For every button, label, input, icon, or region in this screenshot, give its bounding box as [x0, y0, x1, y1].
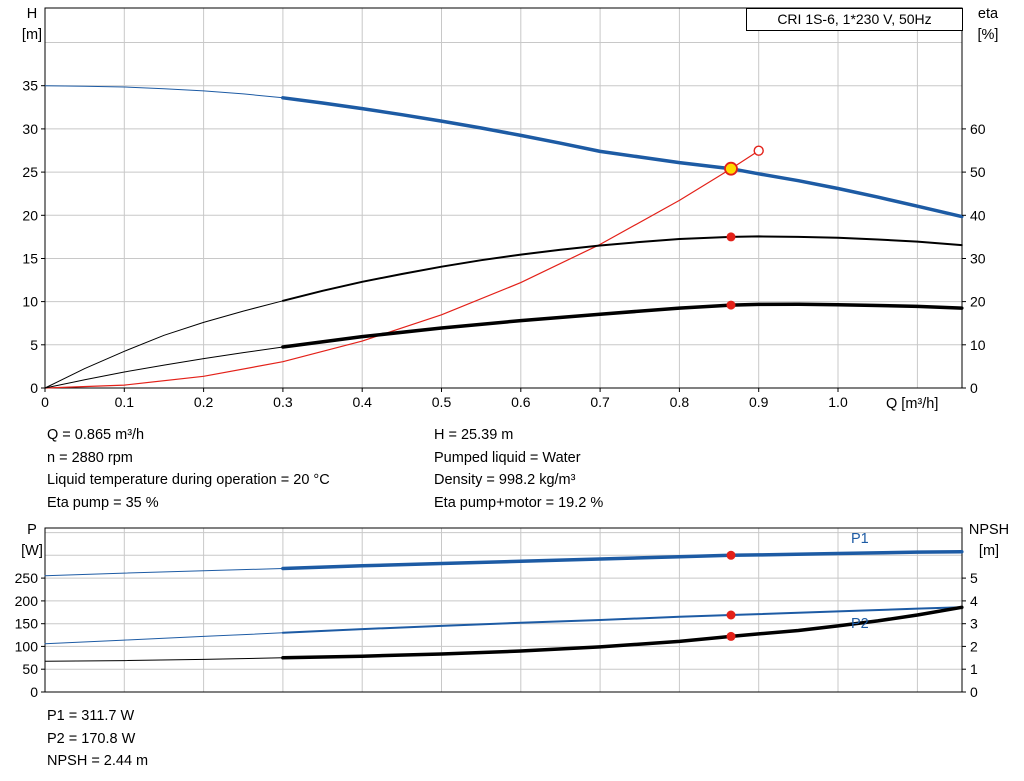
q-axis-title: Q [m³/h]	[886, 396, 939, 412]
series-eta-pump-motor	[281, 302, 964, 349]
tick-label: 50	[22, 661, 38, 677]
tick-label: 30	[970, 251, 986, 267]
tick-label: 20	[970, 294, 986, 310]
tick-label: 15	[22, 251, 38, 267]
tick-label: 1.0	[828, 394, 848, 410]
tick-label: 0	[30, 684, 38, 700]
tick-label: 0.6	[511, 394, 531, 410]
tick-label: 150	[15, 616, 39, 632]
tick-label: 20	[22, 207, 38, 223]
power-info: P1 = 311.7 W P2 = 170.8 W NPSH = 2.44 m	[47, 705, 148, 773]
npsh-axis-title: NPSH [m]	[958, 520, 1020, 562]
marker-system-curve-end	[753, 145, 764, 156]
tick-label: 200	[15, 593, 39, 609]
info-line: P2 = 170.8 W	[47, 730, 136, 747]
tick-label: 4	[970, 593, 978, 609]
info-line: Density = 998.2 kg/m³	[434, 472, 576, 488]
tick-label: 60	[970, 121, 986, 137]
tick-label: 25	[22, 164, 38, 180]
tick-label: 0.9	[749, 394, 769, 410]
info-line: Eta pump+motor = 19.2 %	[434, 494, 604, 511]
eta-axis-label: eta	[977, 6, 999, 22]
p-axis-label: P	[27, 522, 37, 538]
marker-duty-point	[724, 161, 738, 176]
info-line: NPSH = 2.44 m	[47, 753, 149, 769]
chart-1: 0 50 100 150 200 250 0 1 2 3 4 5	[15, 527, 978, 700]
chart-0: 0 5 10 15 20 25 30 35 0 10 20 30 40 50 60 0 0.1 0.2 0.3 0.4…	[22, 7, 986, 410]
duty-info-left: Q = 0.865 m³/h n = 2880 rpm Liquid tempe…	[47, 424, 330, 514]
tick-label: 0.4	[352, 394, 372, 410]
tick-label: 0.7	[590, 394, 610, 410]
tick-label: 0.2	[194, 394, 214, 410]
series-eta-pump-motor-thin	[44, 346, 284, 389]
tick-label: 100	[15, 638, 39, 654]
series-system-curve	[44, 150, 760, 389]
tick-label: 0.3	[273, 394, 293, 410]
info-line: Eta pump = 35 %	[47, 494, 159, 511]
series-pump-curve-thin	[44, 85, 284, 99]
plot-border	[44, 527, 963, 693]
tick-label: 0.1	[115, 394, 135, 410]
tick-label: 10	[970, 337, 986, 353]
p-axis-unit: [W]	[21, 543, 43, 559]
info-line: Q = 0.865 m³/h	[47, 427, 145, 443]
marker-eta-pump-motor-point	[726, 300, 736, 310]
h-axis-title: H [m]	[10, 4, 54, 46]
tick-label: 35	[22, 78, 38, 94]
info-line: H = 25.39 m	[434, 427, 514, 443]
info-line: P1 = 311.7 W	[47, 708, 135, 724]
tick-label: 2	[970, 638, 978, 654]
tick-label: 30	[22, 121, 38, 137]
info-line: n = 2880 rpm	[47, 449, 133, 466]
tick-label: 1	[970, 661, 978, 677]
tick-label: 0	[970, 684, 978, 700]
chart-title-box: CRI 1S-6, 1*230 V, 50Hz	[746, 8, 963, 31]
h-axis-unit: [m]	[21, 27, 43, 43]
tick-label: 0	[30, 380, 38, 396]
tick-label: 5	[970, 570, 978, 586]
marker-eta-pump-point	[726, 232, 736, 242]
series-p2	[281, 606, 963, 634]
duty-info-right: H = 25.39 m Pumped liquid = Water Densit…	[434, 424, 603, 514]
p2-curve-label: P2	[851, 616, 869, 632]
tick-label: 3	[970, 616, 978, 632]
tick-label: 0	[970, 380, 978, 396]
eta-axis-unit: [%]	[977, 27, 999, 43]
series-eta-pump-thin	[44, 300, 284, 389]
h-axis-label: H	[26, 6, 38, 22]
tick-label: 0.5	[432, 394, 452, 410]
marker-p1-point	[726, 550, 736, 560]
npsh-axis-label: NPSH	[968, 522, 1010, 538]
npsh-axis-unit: [m]	[978, 543, 1000, 559]
series-p1	[281, 549, 964, 571]
series-p2-thin	[44, 632, 284, 645]
tick-label: 250	[15, 570, 39, 586]
info-line: Pumped liquid = Water	[434, 449, 581, 466]
tick-label: 0	[41, 394, 49, 410]
marker-p2-point	[726, 610, 736, 620]
tick-label: 10	[22, 294, 38, 310]
p-axis-title: P [W]	[10, 520, 54, 562]
eta-axis-title: eta [%]	[962, 4, 1014, 46]
info-line: Liquid temperature during operation = 20…	[47, 472, 330, 488]
series-eta-pump	[281, 235, 963, 302]
tick-label: 40	[970, 207, 986, 223]
p1-curve-label: P1	[851, 531, 869, 547]
series-p1-thin	[44, 568, 284, 577]
tick-label: 5	[30, 337, 38, 353]
tick-label: 0.8	[670, 394, 690, 410]
series-pump-curve	[281, 96, 964, 219]
marker-npsh-point	[726, 631, 736, 641]
tick-label: 50	[970, 164, 986, 180]
plot-border	[44, 7, 963, 389]
series-npsh-thin	[44, 657, 284, 662]
series-npsh	[281, 605, 964, 660]
